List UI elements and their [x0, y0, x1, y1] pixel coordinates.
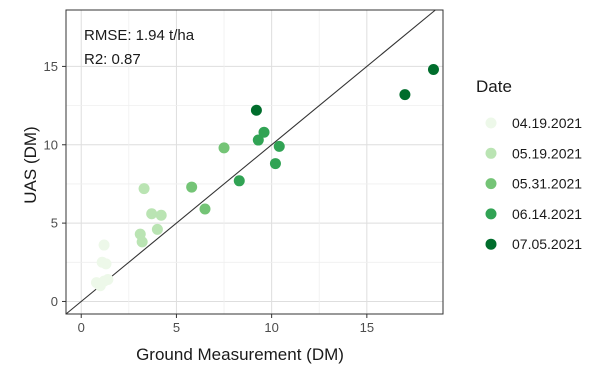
- x-tick-label: 15: [360, 320, 374, 335]
- x-tick-label: 0: [78, 320, 85, 335]
- data-point: [100, 258, 112, 270]
- legend-label: 04.19.2021: [512, 115, 582, 131]
- data-point: [269, 158, 281, 170]
- legend-swatch: [485, 238, 497, 250]
- data-point: [252, 134, 264, 146]
- plot-border: [65, 9, 444, 315]
- data-point: [250, 104, 262, 116]
- legend-items: 04.19.2021 05.19.2021 05.31.2021 06.14.2021…: [485, 115, 582, 252]
- data-point: [102, 274, 114, 286]
- data-point: [136, 236, 148, 248]
- x-axis-ticks: 0 5 10 15: [78, 314, 374, 335]
- legend-swatch: [485, 208, 497, 220]
- legend: Date 04.19.2021 05.19.2021 05.31.2021 06.14…: [476, 77, 582, 252]
- legend-label: 05.19.2021: [512, 145, 582, 161]
- reference-line-layer: [65, 9, 436, 315]
- legend-title: Date: [476, 77, 512, 96]
- points-layer: [90, 64, 439, 292]
- y-axis-label: UAS (DM): [21, 126, 40, 203]
- data-point: [186, 181, 198, 193]
- x-tick-label: 10: [264, 320, 278, 335]
- data-point: [427, 64, 439, 76]
- data-point: [199, 203, 211, 215]
- y-tick-label: 0: [51, 294, 58, 309]
- one-to-one-line: [65, 9, 436, 315]
- legend-swatch: [485, 117, 497, 129]
- legend-swatch: [485, 178, 497, 190]
- data-point: [218, 142, 230, 154]
- y-tick-label: 10: [44, 137, 58, 152]
- data-point: [151, 223, 163, 235]
- x-axis-label: Ground Measurement (DM): [136, 345, 344, 364]
- data-point: [146, 208, 158, 220]
- y-axis-ticks: 0 5 10 15: [44, 59, 66, 309]
- x-tick-label: 5: [173, 320, 180, 335]
- data-point: [258, 126, 270, 138]
- annotation-rmse: RMSE: 1.94 t/ha: [84, 27, 195, 44]
- y-tick-label: 15: [44, 59, 58, 74]
- data-point: [273, 140, 285, 152]
- data-point: [98, 239, 110, 251]
- y-tick-label: 5: [51, 216, 58, 231]
- legend-label: 07.05.2021: [512, 236, 582, 252]
- data-point: [233, 175, 245, 187]
- data-point: [399, 89, 411, 101]
- legend-swatch: [485, 147, 497, 159]
- data-point: [155, 209, 167, 221]
- annotation-r2: R2: 0.87: [84, 51, 141, 68]
- legend-label: 06.14.2021: [512, 206, 582, 222]
- legend-label: 05.31.2021: [512, 176, 582, 192]
- data-point: [138, 183, 150, 195]
